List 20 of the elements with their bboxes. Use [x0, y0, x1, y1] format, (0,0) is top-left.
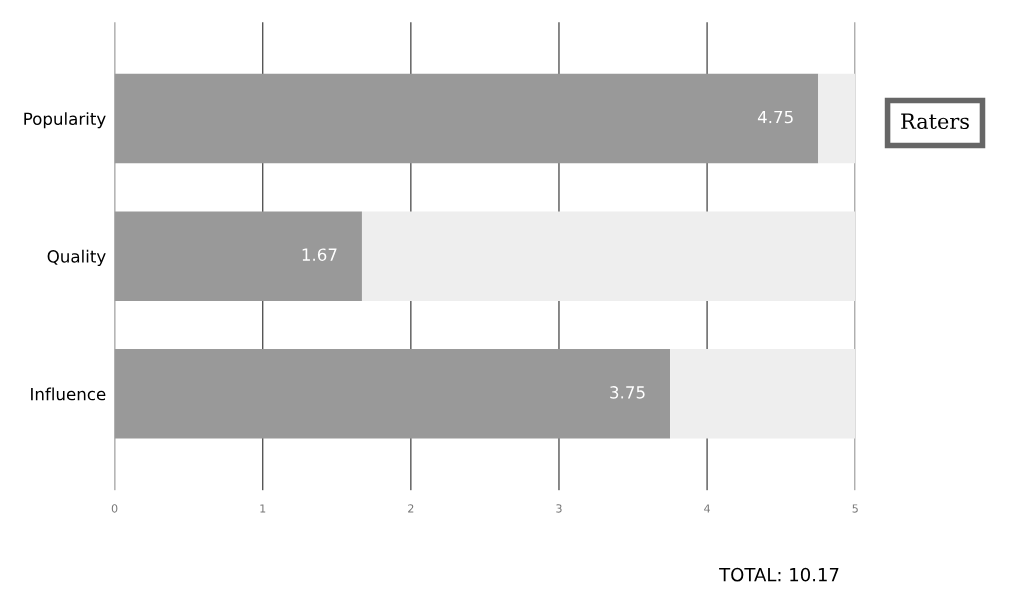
y-tick-label: Influence: [31, 387, 106, 401]
y-tick-label: Quality: [47, 249, 106, 266]
x-tick-label: 0: [111, 504, 118, 513]
bar: [818, 73, 856, 164]
bar: [114, 211, 362, 301]
bar: [114, 349, 671, 439]
x-tick-label: 1: [260, 504, 266, 513]
bar: [114, 73, 819, 164]
text: TOTAL: 10.17: [719, 567, 839, 582]
bar: [670, 349, 856, 439]
bar: [361, 211, 856, 301]
data-label: 1.67: [302, 248, 337, 261]
x-tick-label: 5: [852, 504, 858, 513]
x-tick-label: 2: [408, 504, 414, 513]
data-label: 4.75: [757, 110, 793, 124]
x-tick-label: 4: [704, 504, 711, 513]
y-tick-label: Popularity: [24, 112, 106, 129]
data-label: 3.75: [610, 386, 645, 399]
x-tick-label: 3: [556, 504, 562, 513]
text: Raters: [901, 113, 969, 130]
